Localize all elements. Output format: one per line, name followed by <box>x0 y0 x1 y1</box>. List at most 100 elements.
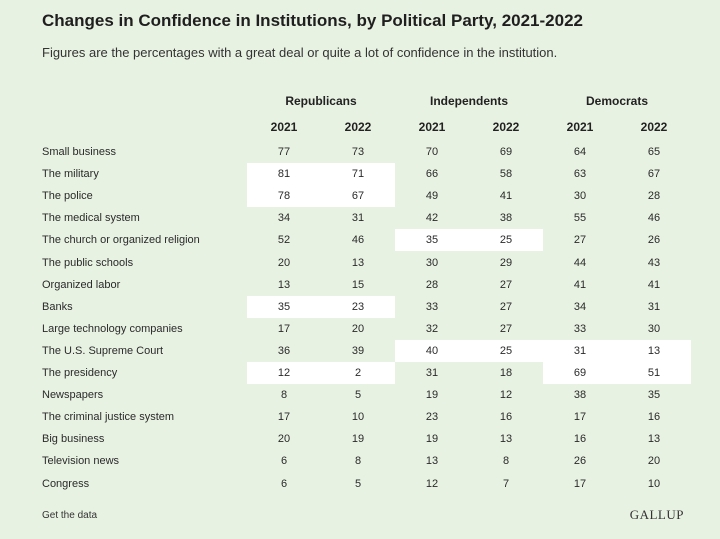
table-cell: 12 <box>425 477 439 490</box>
row-label: The police <box>42 190 93 203</box>
get-the-data-link[interactable]: Get the data <box>42 510 98 521</box>
table-cell: 26 <box>647 234 661 247</box>
year-header-democrats-2021: 2021 <box>566 120 594 134</box>
table-cell: 40 <box>395 339 469 362</box>
group-header-democrats: Democrats <box>585 94 649 108</box>
table-row: Organized labor 13 15 28 27 41 41 <box>0 274 720 296</box>
table-row: The criminal justice system 17 10 23 16 17 16 <box>0 406 720 428</box>
table-row: The medical system 34 31 42 38 55 46 <box>0 207 720 229</box>
year-header-democrats-2022: 2022 <box>640 120 668 134</box>
table-cell: 28 <box>647 190 661 203</box>
table-cell: 2 <box>321 362 395 384</box>
table-cell: 8 <box>280 389 288 402</box>
table-cell: 20 <box>351 322 365 335</box>
table-cell: 27 <box>499 278 513 291</box>
row-label: The criminal justice system <box>42 411 175 424</box>
table-row: The public schools 20 13 30 29 44 43 <box>0 252 720 274</box>
table-cell: 70 <box>425 146 439 158</box>
table-cell: 20 <box>277 256 291 269</box>
table-cell: 25 <box>469 229 543 252</box>
table-cell: 25 <box>469 339 543 362</box>
table-cell: 5 <box>354 477 362 490</box>
table-cell: 20 <box>277 433 291 446</box>
table-cell: 31 <box>543 339 617 362</box>
row-label: The church or organized religion <box>42 234 200 247</box>
table-cell: 20 <box>647 455 661 468</box>
table-cell: 7 <box>502 477 510 490</box>
table-cell: 12 <box>247 362 321 384</box>
table-cell: 31 <box>351 212 365 225</box>
table-cell: 42 <box>425 212 439 225</box>
table-cell: 35 <box>395 229 469 252</box>
table-cell: 23 <box>321 295 395 318</box>
table-row: Television news 6 8 13 8 26 20 <box>0 450 720 472</box>
table-cell: 17 <box>573 477 587 490</box>
table-cell: 8 <box>502 455 510 468</box>
table-row: Big business 20 19 19 13 16 13 <box>0 428 720 450</box>
table-cell: 13 <box>351 256 365 269</box>
table-cell: 69 <box>499 146 513 158</box>
table-cell: 8 <box>354 455 362 468</box>
table-cell: 13 <box>425 455 439 468</box>
row-label: Small business <box>42 146 116 158</box>
table-cell: 52 <box>277 234 291 247</box>
table-row: Newspapers 8 5 19 12 38 35 <box>0 384 720 406</box>
table-cell: 66 <box>425 168 439 181</box>
table-cell: 69 <box>543 362 617 384</box>
table-cell: 81 <box>247 163 321 186</box>
table-cell: 29 <box>499 256 513 269</box>
table-cell: 49 <box>425 190 439 203</box>
table-cell: 46 <box>351 234 365 247</box>
table-cell: 34 <box>573 300 587 313</box>
table-cell: 19 <box>351 433 365 446</box>
table-cell: 36 <box>277 344 291 357</box>
row-label: Large technology companies <box>42 322 183 335</box>
table-cell: 13 <box>617 339 691 362</box>
table-row: The church or organized religion 52 46 35 25… <box>0 229 720 252</box>
table-cell: 30 <box>573 190 587 203</box>
table-cell: 31 <box>425 367 439 379</box>
table-cell: 38 <box>573 389 587 402</box>
table-cell: 18 <box>499 367 513 379</box>
table-cell: 78 <box>247 185 321 208</box>
table-row: The U.S. Supreme Court 36 39 40 25 31 13 <box>0 339 720 362</box>
table-cell: 32 <box>425 322 439 335</box>
table-cell: 71 <box>321 163 395 186</box>
year-header-republicans-2021: 2021 <box>270 120 298 134</box>
table-cell: 39 <box>351 344 365 357</box>
table-row: The presidency 12 2 31 18 69 51 <box>0 362 720 384</box>
table-row: The police 78 67 49 41 30 28 <box>0 185 720 208</box>
table-cell: 27 <box>573 234 587 247</box>
table-cell: 16 <box>499 411 513 424</box>
chart-subtitle: Figures are the percentages with a great… <box>42 45 558 60</box>
table-cell: 41 <box>647 278 661 291</box>
table-cell: 34 <box>277 212 291 225</box>
row-label: Congress <box>42 477 90 490</box>
table-cell: 65 <box>647 146 661 158</box>
year-header-independents-2022: 2022 <box>492 120 520 134</box>
table-cell: 35 <box>247 295 321 318</box>
table-row: Small business 77 73 70 69 64 65 <box>0 141 720 163</box>
gallup-logo: GALLUP <box>629 507 684 522</box>
table-cell: 33 <box>573 322 587 335</box>
table-cell: 30 <box>647 322 661 335</box>
table-cell: 55 <box>573 212 587 225</box>
table-cell: 33 <box>425 300 439 313</box>
table-cell: 19 <box>425 433 439 446</box>
table-cell: 30 <box>425 256 439 269</box>
table-row: The military 81 71 66 58 63 67 <box>0 163 720 186</box>
row-label: Organized labor <box>42 278 121 291</box>
table-cell: 77 <box>277 146 291 158</box>
year-header-independents-2021: 2021 <box>418 120 446 134</box>
table-row: Congress 6 5 12 7 17 10 <box>0 473 720 495</box>
row-label: Television news <box>42 455 120 468</box>
table-cell: 15 <box>351 278 365 291</box>
chart-title: Changes in Confidence in Institutions, b… <box>42 11 583 30</box>
group-header-republicans: Republicans <box>285 94 357 108</box>
row-label: Newspapers <box>42 389 104 402</box>
table-cell: 10 <box>647 477 661 490</box>
table-cell: 58 <box>499 168 513 181</box>
table-cell: 67 <box>647 168 661 181</box>
table-cell: 67 <box>321 185 395 208</box>
row-label: The military <box>42 168 99 181</box>
